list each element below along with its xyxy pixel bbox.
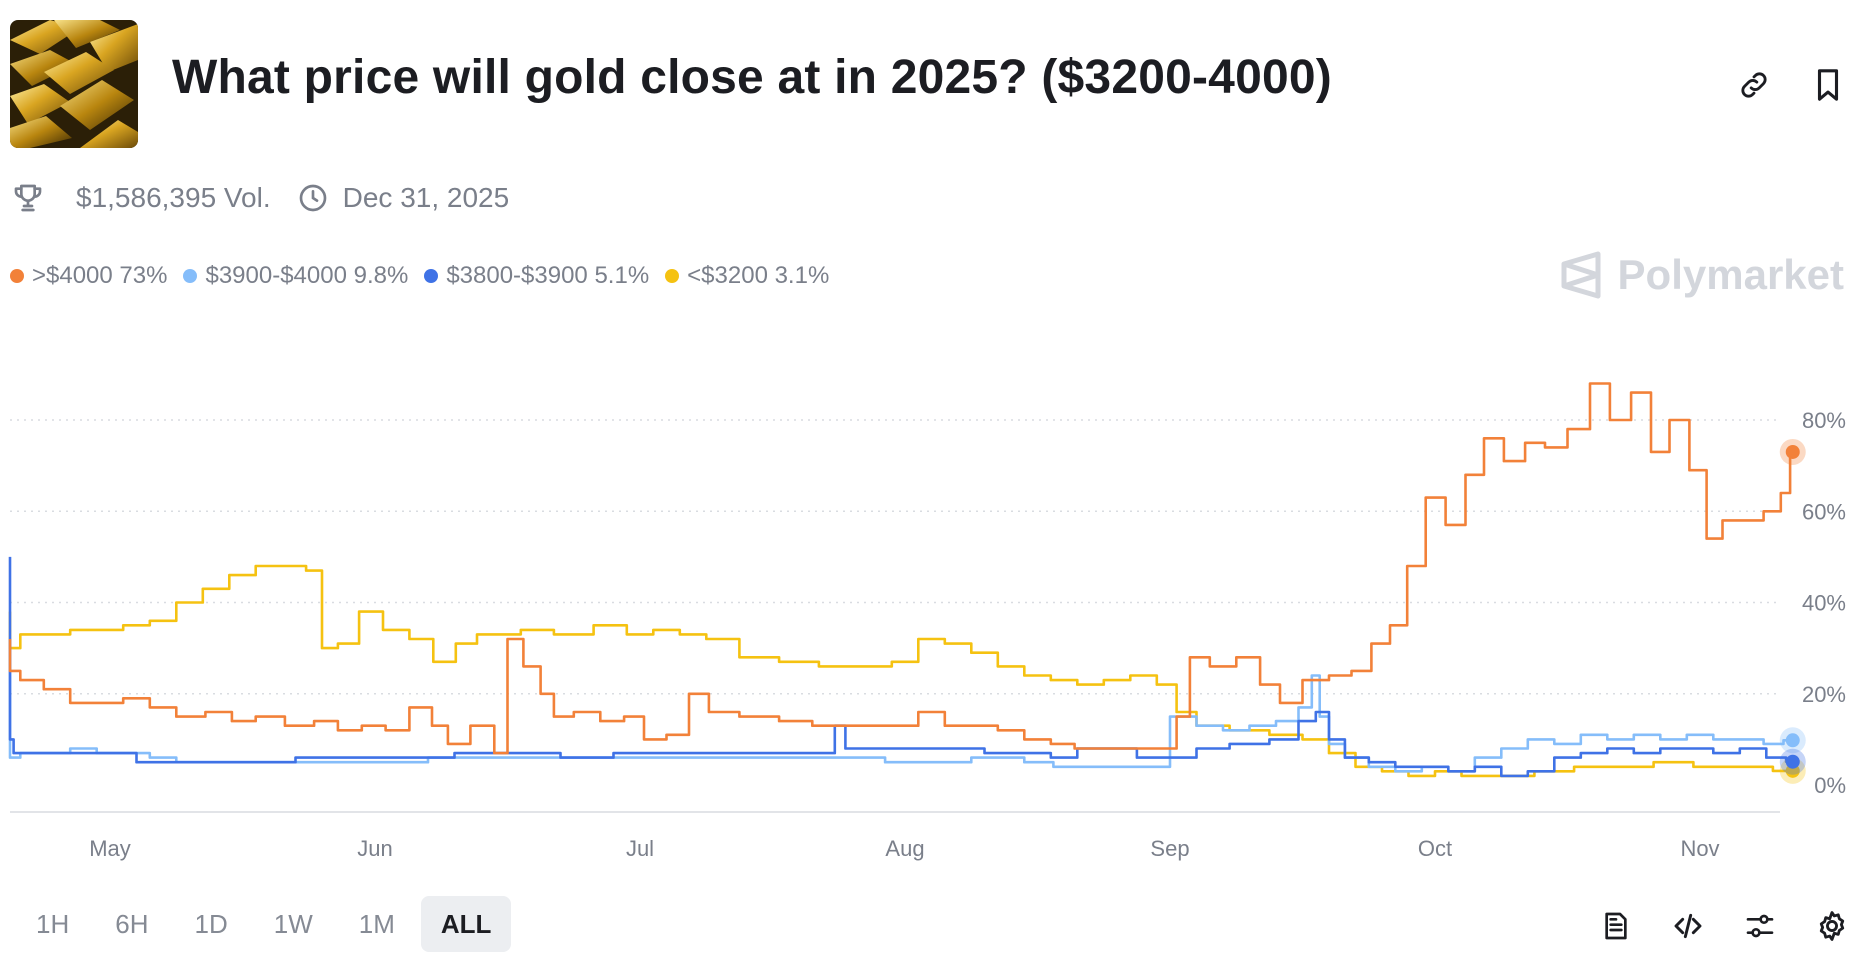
legend-item: <$3200 3.1% [665, 262, 829, 290]
polymarket-logo-icon [1561, 251, 1601, 299]
market-title: What price will gold close at in 2025? (… [172, 51, 1332, 104]
brand-name: Polymarket [1617, 251, 1844, 298]
series-line [8, 639, 1793, 773]
document-icon[interactable] [1592, 902, 1640, 950]
legend-label: $3800-$3900 5.1% [446, 262, 650, 289]
series-line [8, 382, 1793, 755]
series-line [8, 564, 1793, 778]
link-icon[interactable] [1732, 63, 1776, 107]
range-button-6h[interactable]: 6H [115, 909, 149, 939]
code-icon[interactable] [1664, 902, 1712, 950]
legend-item: >$4000 73% [10, 262, 167, 290]
chart-end-markers [1779, 438, 1806, 784]
x-tick-label: Oct [1418, 836, 1452, 861]
gold-bars-image [10, 20, 138, 148]
filter-sliders-icon[interactable] [1736, 902, 1784, 950]
y-tick-label: 20% [1802, 682, 1846, 707]
y-tick-label: 40% [1802, 591, 1846, 616]
legend-label: $3900-$4000 9.8% [205, 262, 409, 289]
market-meta: $1,586,395 Vol. Dec 31, 2025 [10, 180, 509, 216]
legend-label: <$3200 3.1% [687, 262, 830, 289]
series-end-point [1785, 733, 1800, 748]
y-tick-label: 0% [1814, 773, 1846, 798]
series-line [8, 556, 1793, 778]
legend-item: $3900-$4000 9.8% [183, 262, 408, 290]
legend-label: >$4000 73% [32, 262, 168, 289]
chart-series [8, 382, 1793, 778]
range-button-1w[interactable]: 1W [273, 909, 313, 939]
x-tick-label: May [89, 836, 131, 861]
time-range-selector: 1H 6H 1D 1W 1M ALL [16, 896, 517, 952]
bookmark-icon[interactable] [1806, 63, 1850, 107]
legend-item: $3800-$3900 5.1% [424, 262, 649, 290]
y-tick-label: 60% [1802, 499, 1846, 524]
trophy-icon [10, 180, 46, 216]
x-tick-label: Sep [1150, 836, 1189, 861]
chart-x-axis: May Jun Jul Aug Sep Oct Nov [89, 836, 1719, 861]
legend-dot [10, 269, 24, 283]
legend-dot [424, 269, 439, 283]
series-end-point [1785, 444, 1800, 459]
range-button-1d[interactable]: 1D [194, 909, 228, 939]
range-button-1h[interactable]: 1H [36, 909, 70, 939]
chart-tools [1568, 902, 1856, 950]
polymarket-watermark: Polymarket [1558, 250, 1844, 300]
legend-dot [183, 269, 198, 283]
clock-icon [295, 180, 331, 216]
legend-dot [665, 269, 680, 283]
end-date-text: Dec 31, 2025 [342, 182, 510, 213]
series-end-point [1785, 754, 1800, 769]
x-tick-label: Jul [626, 836, 654, 861]
x-tick-label: Nov [1680, 836, 1719, 861]
volume-text: $1,586,395 Vol. [76, 182, 271, 213]
x-tick-label: Jun [357, 836, 392, 861]
range-button-1m[interactable]: 1M [358, 909, 395, 939]
settings-icon[interactable] [1808, 902, 1856, 950]
chart-y-axis: 80% 60% 40% 20% 0% [1802, 408, 1846, 798]
chart-legend: >$4000 73% $3900-$4000 9.8% $3800-$3900 … [10, 262, 845, 290]
chart-grid [10, 419, 1780, 813]
x-tick-label: Aug [885, 836, 924, 861]
market-thumbnail [10, 20, 138, 148]
range-button-all[interactable]: ALL [420, 896, 512, 952]
y-tick-label: 80% [1802, 408, 1846, 433]
